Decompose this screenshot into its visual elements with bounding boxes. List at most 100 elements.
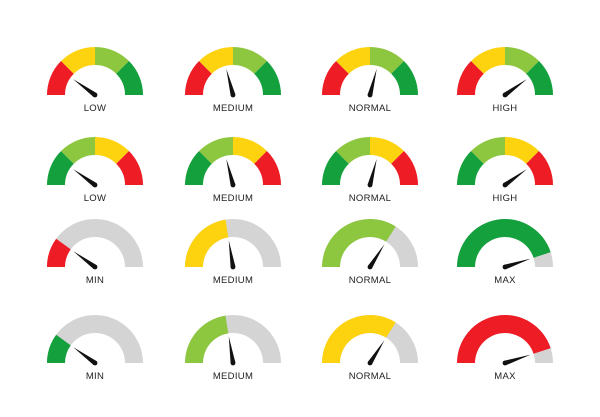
- gauge: MAX: [450, 212, 560, 292]
- gauge-fill: [322, 219, 396, 267]
- gauge-needle-hub: [367, 182, 373, 188]
- gauge: MIN: [40, 212, 150, 292]
- gauge-label: HIGH: [492, 103, 518, 114]
- gauge-dial: [47, 219, 143, 270]
- gauge-dial: [457, 47, 553, 98]
- gauge-segment: [233, 47, 267, 74]
- gauge-label: MEDIUM: [212, 193, 254, 204]
- gauge-segment: [185, 151, 212, 185]
- gauge-segment: [471, 137, 505, 164]
- gauge: MEDIUM: [178, 130, 288, 210]
- gauge-segment: [47, 151, 74, 185]
- gauge-fill: [322, 315, 396, 363]
- gauge-segment: [254, 151, 281, 185]
- gauge-dial: [457, 218, 553, 270]
- gauge-needle: [504, 354, 531, 366]
- gauge-segment: [199, 47, 233, 74]
- gauge-needle-hub: [92, 92, 98, 98]
- gauge: NORMAL: [315, 130, 425, 210]
- gauge-needle-hub: [230, 360, 236, 366]
- gauge-dial: [185, 47, 281, 98]
- gauge-segment: [505, 47, 539, 74]
- gauge-segment: [471, 47, 505, 74]
- gauge-needle-hub: [230, 264, 236, 270]
- gauge-dial: [47, 47, 143, 98]
- gauge-fill: [457, 315, 551, 363]
- gauge-needle-hub: [230, 182, 236, 188]
- gauge-segment: [61, 47, 95, 74]
- gauge-needle: [367, 244, 385, 269]
- gauge: LOW: [40, 130, 150, 210]
- gauge: MIN: [40, 308, 150, 388]
- gauge-fill: [47, 334, 71, 363]
- gauge-label: MEDIUM: [212, 371, 254, 382]
- gauge-needle: [367, 340, 385, 365]
- gauge-segment: [526, 151, 553, 185]
- gauge-segment: [370, 47, 404, 74]
- gauge-needle: [503, 169, 527, 187]
- gauge-needle-hub: [502, 264, 508, 270]
- gauge: MEDIUM: [178, 308, 288, 388]
- gauge-needle: [367, 158, 377, 186]
- gauge-segment: [322, 151, 349, 185]
- gauge-label: MAX: [494, 275, 516, 286]
- gauge: NORMAL: [315, 308, 425, 388]
- gauge: HIGH: [450, 130, 560, 210]
- gauge-needle-hub: [367, 92, 373, 98]
- gauge-segment: [457, 61, 484, 95]
- gauge-needle-hub: [502, 92, 508, 98]
- gauge-dial: [322, 47, 418, 98]
- gauge-dial: [322, 315, 418, 366]
- gauge-segment: [47, 61, 74, 95]
- gauge-segment: [505, 137, 539, 164]
- gauge-dial: [47, 137, 143, 188]
- gauge-track: [47, 219, 143, 267]
- gauge-needle: [228, 240, 236, 268]
- gauge-label: NORMAL: [348, 103, 392, 114]
- gauge-label: HIGH: [492, 193, 518, 204]
- gauge-dial: [185, 137, 281, 188]
- gauge-segment: [95, 137, 129, 164]
- gauge-needle-hub: [230, 92, 236, 98]
- gauge-dial: [185, 219, 281, 270]
- gauge-needle-hub: [367, 264, 373, 270]
- gauge-label: NORMAL: [348, 275, 392, 286]
- gauge: NORMAL: [315, 212, 425, 292]
- gauge-segment: [116, 61, 143, 95]
- gauge-label: NORMAL: [348, 193, 392, 204]
- gauge-fill: [185, 315, 229, 363]
- gauge-needle: [228, 336, 236, 364]
- gauge-needle: [503, 79, 527, 97]
- gauge-needle-hub: [502, 182, 508, 188]
- gauge-segment: [391, 61, 418, 95]
- gauge-segment: [233, 137, 267, 164]
- gauge-segment: [336, 137, 370, 164]
- gauge-fill: [185, 219, 229, 267]
- gauge-segment: [254, 61, 281, 95]
- gauge: MEDIUM: [178, 212, 288, 292]
- gauge-dial: [185, 315, 281, 366]
- gauge-segment: [95, 47, 129, 74]
- gauge-segment: [370, 137, 404, 164]
- gauge: LOW: [40, 40, 150, 120]
- gauge-needle: [73, 169, 97, 187]
- gauge-fill: [457, 218, 551, 267]
- gauge: MEDIUM: [178, 40, 288, 120]
- gauge-needle: [504, 258, 531, 270]
- gauge-dial: [322, 137, 418, 188]
- gauge-label: MIN: [85, 371, 105, 382]
- gauge-needle-hub: [92, 182, 98, 188]
- gauge-needle: [73, 251, 97, 269]
- gauge-fill: [47, 238, 71, 267]
- gauge-needle: [367, 68, 377, 96]
- gauge-segment: [336, 47, 370, 74]
- gauge-dial: [322, 219, 418, 270]
- gauge-needle-hub: [92, 264, 98, 270]
- gauge-segment: [199, 137, 233, 164]
- gauge-needle: [226, 158, 236, 186]
- gauge: NORMAL: [315, 40, 425, 120]
- gauge-needle-hub: [367, 360, 373, 366]
- gauge: MAX: [450, 308, 560, 388]
- gauge-label: NORMAL: [348, 371, 392, 382]
